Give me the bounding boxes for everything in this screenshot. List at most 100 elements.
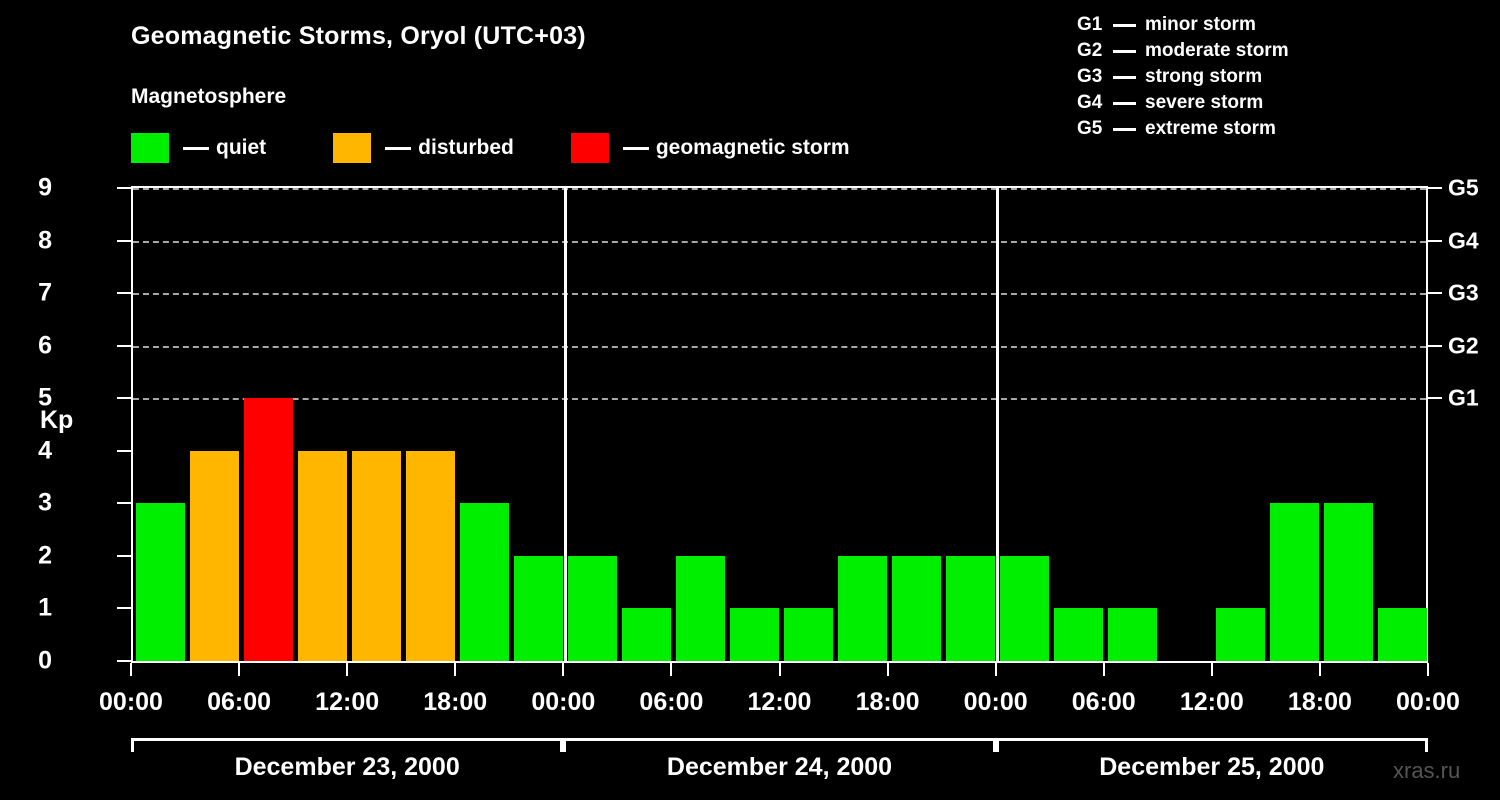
g-legend-description: extreme storm <box>1145 118 1276 139</box>
y-tick-mark <box>117 660 131 662</box>
x-tick-label: 12:00 <box>747 688 812 716</box>
y-tick-label: 0 <box>38 646 52 675</box>
g-tick-mark <box>1428 292 1442 295</box>
date-label: December 23, 2000 <box>234 753 460 781</box>
bar <box>243 398 293 661</box>
g-legend-description: severe storm <box>1145 92 1264 113</box>
g-legend-description: moderate storm <box>1145 40 1289 61</box>
day-separator <box>996 188 1000 661</box>
legend-entry-quiet: quiet <box>131 133 266 163</box>
g-legend-code: G5 <box>1077 118 1103 139</box>
bar <box>1054 608 1104 661</box>
x-tick-label: 12:00 <box>315 688 380 716</box>
y-tick-mark <box>117 344 131 347</box>
g-legend-row-G4: G4 severe storm <box>1077 90 1289 116</box>
legend-entry-disturbed: disturbed <box>333 133 514 163</box>
g-scale-legend: G1 minor storm G2 moderate storm G3 strong st… <box>1077 12 1289 142</box>
x-tick-mark <box>130 663 132 676</box>
g-legend-dash-icon <box>1113 75 1136 79</box>
y-tick-label: 9 <box>38 173 52 202</box>
legend-label: disturbed <box>418 136 514 159</box>
y-axis-label: Kp <box>40 406 74 434</box>
bar <box>675 555 725 661</box>
legend-dash-icon <box>385 146 412 150</box>
x-tick-mark <box>1210 663 1213 676</box>
x-tick-mark <box>670 663 673 676</box>
x-tick-label: 06:00 <box>1071 688 1136 716</box>
y-tick-mark <box>117 292 131 295</box>
x-tick-mark <box>454 663 457 676</box>
x-tick-mark <box>886 663 889 676</box>
bar <box>297 450 347 661</box>
g-legend-dash-icon <box>1113 23 1136 27</box>
x-tick-label: 00:00 <box>531 688 596 716</box>
x-tick-label: 00:00 <box>1396 688 1460 716</box>
bar <box>784 608 834 661</box>
magnetosphere-label: Magnetosphere <box>131 85 287 108</box>
g-tick-mark <box>1428 397 1442 400</box>
g-legend-code: G1 <box>1077 14 1103 35</box>
x-tick-mark <box>562 663 565 676</box>
quiet-swatch <box>131 133 169 163</box>
storm-swatch <box>570 133 609 163</box>
bar <box>1108 608 1158 661</box>
y-tick-label: 2 <box>38 541 52 570</box>
gridline-kp-6 <box>133 345 1426 348</box>
bar <box>1000 555 1050 661</box>
x-tick-label: 18:00 <box>855 688 920 716</box>
bar <box>1324 503 1374 661</box>
bar <box>729 608 779 661</box>
y-tick-label: 4 <box>38 436 52 465</box>
x-tick-label: 00:00 <box>963 688 1028 716</box>
bar <box>892 555 942 661</box>
g-tick-label: G4 <box>1448 227 1479 254</box>
bar <box>567 555 617 661</box>
x-tick-mark <box>346 663 349 676</box>
date-bracket <box>131 738 564 752</box>
x-tick-label: 00:00 <box>99 688 163 716</box>
g-legend-code: G4 <box>1077 92 1103 113</box>
g-legend-row-G2: G2 moderate storm <box>1077 38 1289 64</box>
g-tick-label: G2 <box>1448 332 1479 359</box>
bar <box>1216 608 1266 661</box>
g-legend-description: strong storm <box>1145 66 1263 87</box>
y-tick-mark <box>117 502 131 505</box>
y-tick-mark <box>117 239 131 242</box>
y-tick-label: 1 <box>38 593 52 622</box>
bar <box>135 503 185 661</box>
bar <box>1270 503 1320 661</box>
y-tick-label: 6 <box>38 331 52 360</box>
legend-dash-icon <box>183 146 209 150</box>
page-title: Geomagnetic Storms, Oryol (UTC+03) <box>131 22 586 50</box>
g-tick-label: G5 <box>1448 174 1479 201</box>
x-tick-label: 18:00 <box>423 688 488 716</box>
legend-label: quiet <box>216 136 267 159</box>
bar-series <box>133 188 1428 661</box>
x-tick-mark <box>778 663 781 676</box>
x-tick-mark <box>1318 663 1321 676</box>
y-tick-mark <box>117 449 131 452</box>
legend-dash-icon <box>622 146 649 150</box>
y-tick-mark <box>117 187 131 189</box>
bar <box>405 450 455 661</box>
g-legend-code: G2 <box>1077 40 1103 61</box>
x-tick-label: 06:00 <box>207 688 272 716</box>
y-tick-mark <box>117 607 131 610</box>
gridline-kp-9 <box>133 188 1426 190</box>
bar <box>621 608 671 661</box>
g-tick-mark <box>1428 239 1442 242</box>
date-label: December 25, 2000 <box>1099 753 1325 781</box>
g-legend-row-G1: G1 minor storm <box>1077 12 1289 38</box>
day-separator <box>563 188 567 661</box>
y-tick-label: 5 <box>38 383 52 412</box>
x-tick-label: 18:00 <box>1287 688 1352 716</box>
gridline-kp-8 <box>133 240 1426 243</box>
g-legend-dash-icon <box>1113 101 1136 105</box>
bar <box>513 555 563 661</box>
bar <box>838 555 888 661</box>
g-legend-dash-icon <box>1113 127 1136 131</box>
bar <box>1378 608 1428 661</box>
disturbed-swatch <box>333 133 372 163</box>
x-tick-mark <box>994 663 997 676</box>
x-tick-label: 12:00 <box>1179 688 1244 716</box>
